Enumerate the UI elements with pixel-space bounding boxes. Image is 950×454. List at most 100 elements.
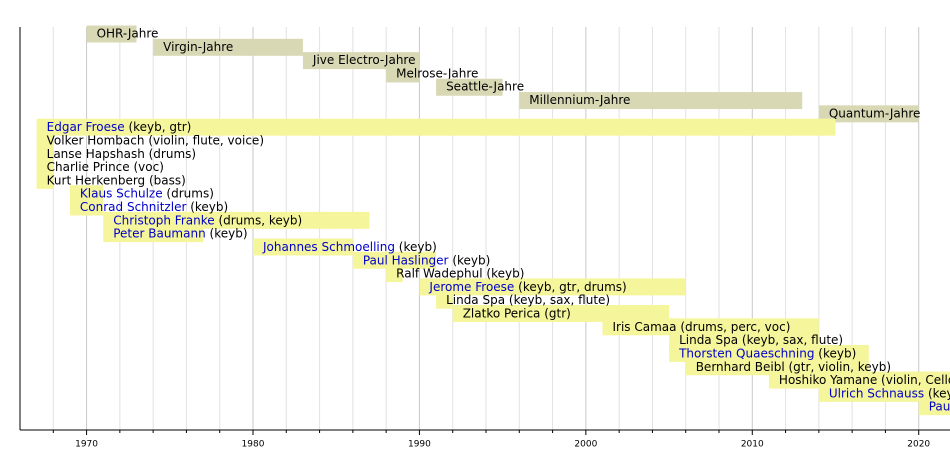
member-label: Paul Haslinger (keyb) (363, 253, 490, 267)
member-role: (keyb) (928, 386, 950, 400)
era-bar (519, 92, 803, 110)
member-label: Linda Spa (keyb, sax, flute) (679, 333, 843, 347)
member-label: Ulrich Schnauss (keyb) (829, 386, 950, 400)
member-label: Charlie Prince (voc) (47, 160, 164, 174)
member-label: Peter Baumann (keyb) (113, 226, 247, 240)
member-label: Johannes Schmoelling (keyb) (262, 239, 437, 253)
x-tick-label: 2010 (741, 440, 764, 450)
member-label: Kurt Herkenberg (bass) (47, 173, 186, 187)
member-name: Kurt Herkenberg (47, 173, 146, 187)
member-name: Charlie Prince (47, 160, 130, 174)
era-bar (818, 105, 919, 123)
member-name[interactable]: Edgar Froese (47, 120, 125, 134)
member-label: Christoph Franke (drums, keyb) (113, 213, 302, 227)
member-bar (436, 291, 453, 309)
member-bar (818, 384, 950, 402)
era-label: Millennium-Jahre (529, 93, 630, 107)
member-role: (keyb, gtr, drums) (518, 279, 627, 293)
member-role: (keyb, sax, flute) (742, 333, 843, 347)
member-bar (386, 265, 403, 283)
era-bar (153, 38, 303, 56)
member-label: Paul Frick (keyb) (929, 399, 950, 413)
member-name[interactable]: Klaus Schulze (80, 186, 163, 200)
member-label: Hoshiko Yamane (violin, Cello) (779, 373, 950, 387)
member-name: Lanse Hapshash (47, 146, 145, 160)
member-role: (keyb, sax, flute) (509, 293, 610, 307)
member-name[interactable]: Jerome Froese (428, 279, 514, 293)
era-bar (302, 52, 420, 70)
member-role: (drums, perc, voc) (680, 319, 790, 333)
member-role: (keyb) (190, 200, 228, 214)
era-label: Quantum-Jahre (829, 106, 921, 120)
member-name: Linda Spa (679, 333, 738, 347)
member-role: (gtr, violin, keyb) (789, 359, 892, 373)
member-bar (103, 211, 370, 229)
member-name: Iris Camaa (613, 319, 677, 333)
member-name[interactable]: Ulrich Schnauss (829, 386, 924, 400)
member-bar (253, 238, 353, 256)
x-tick-label: 2020 (907, 440, 930, 450)
member-role: (voc) (133, 160, 163, 174)
member-name[interactable]: Thorsten Quaeschning (678, 346, 814, 360)
member-role: (keyb, gtr) (128, 120, 191, 134)
member-label: Linda Spa (keyb, sax, flute) (446, 293, 610, 307)
member-name[interactable]: Peter Baumann (113, 226, 205, 240)
member-name: Volker Hombach (47, 133, 145, 147)
x-tick-label: 2000 (574, 440, 597, 450)
member-bar (36, 145, 54, 163)
member-label: Iris Camaa (drums, perc, voc) (613, 319, 791, 333)
era-label: Jive Electro-Jahre (312, 53, 416, 67)
member-bar (36, 131, 54, 149)
x-tick-label: 1990 (408, 440, 431, 450)
member-role: (violin, flute, voice) (148, 133, 264, 147)
member-name: Zlatko Perica (463, 306, 541, 320)
member-bar (768, 371, 950, 389)
member-name: Linda Spa (446, 293, 505, 307)
x-tick-label: 1980 (242, 440, 265, 450)
era-label: Seattle-Jahre (446, 80, 524, 94)
member-name: Bernhard Beibl (696, 359, 785, 373)
member-bar (103, 225, 204, 243)
member-bar (452, 305, 670, 323)
member-bar (669, 331, 819, 349)
member-name[interactable]: Paul Frick (929, 399, 950, 413)
member-role: (drums, keyb) (218, 213, 302, 227)
member-role: (keyb) (210, 226, 248, 240)
member-label: Edgar Froese (keyb, gtr) (47, 120, 192, 134)
x-tick-label: 1970 (75, 440, 98, 450)
member-name[interactable]: Paul Haslinger (363, 253, 449, 267)
member-role: (keyb) (452, 253, 490, 267)
era-bar (386, 65, 420, 83)
era-label: OHR-Jahre (97, 27, 159, 41)
member-name[interactable]: Christoph Franke (113, 213, 214, 227)
member-bar (602, 318, 819, 336)
member-bar (69, 198, 104, 216)
era-bar (436, 78, 503, 96)
member-bar (36, 118, 836, 136)
member-bar (419, 278, 686, 296)
member-label: Ralf Wadephul (keyb) (396, 266, 524, 280)
member-role: (keyb) (818, 346, 856, 360)
member-role: (keyb) (486, 266, 524, 280)
era-label: Melrose-Jahre (396, 66, 478, 80)
member-name[interactable]: Conrad Schnitzler (80, 200, 187, 214)
era-label: Virgin-Jahre (163, 40, 233, 54)
member-bar (36, 158, 54, 176)
member-role: (gtr) (544, 306, 571, 320)
member-role: (drums) (149, 146, 196, 160)
member-role: (bass) (149, 173, 186, 187)
era-bar (86, 25, 137, 43)
member-label: Klaus Schulze (drums) (80, 186, 214, 200)
member-label: Thorsten Quaeschning (keyb) (678, 346, 856, 360)
member-bar (36, 171, 54, 189)
member-bar (69, 185, 104, 203)
member-label: Zlatko Perica (gtr) (463, 306, 571, 320)
member-label: Lanse Hapshash (drums) (47, 146, 196, 160)
member-role: (drums) (166, 186, 213, 200)
member-label: Jerome Froese (keyb, gtr, drums) (428, 279, 626, 293)
member-label: Volker Hombach (violin, flute, voice) (47, 133, 264, 147)
member-bar (685, 358, 869, 376)
member-name[interactable]: Johannes Schmoelling (262, 239, 395, 253)
